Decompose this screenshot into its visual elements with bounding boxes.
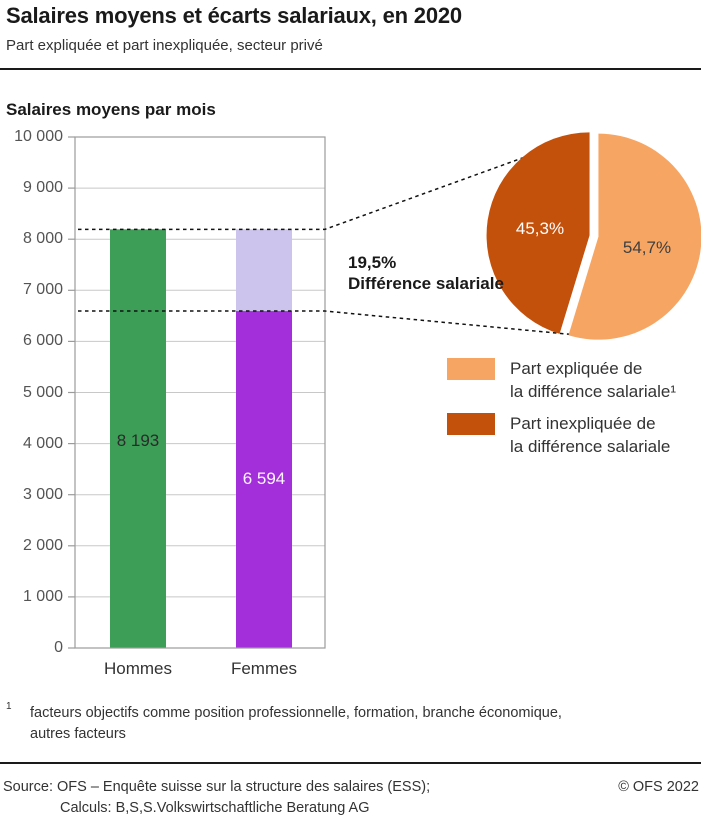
x-axis-label-hommes: Hommes (103, 659, 172, 678)
y-axis-tick-label: 0 (54, 639, 63, 656)
y-axis-tick-label: 7 000 (22, 281, 63, 299)
x-axis-label-femmes: Femmes (230, 659, 298, 678)
callout-dotted-lines (78, 134, 599, 338)
y-axis-tick-label: 5 000 (22, 383, 63, 401)
footnote-text: facteurs objectifs comme position profes… (30, 705, 562, 742)
page-title: Salaires moyens et écarts salariaux, en … (6, 3, 462, 28)
pie-chart (486, 132, 701, 340)
legend-item-inexpliquee: Part inexpliquée de la différence salari… (447, 412, 701, 458)
bars (110, 229, 292, 648)
pie-slice-inexpliquee (486, 132, 590, 334)
bar-femmes-ecart-segment (236, 229, 292, 312)
source-line1: Source: OFS – Enquête suisse sur la stru… (3, 779, 431, 795)
bar-value-hommes: 8 193 (116, 431, 160, 450)
legend-line: Part expliquée de (510, 359, 643, 378)
legend-line: la différence salariale (510, 437, 671, 456)
y-axis-tick-label: 9 000 (22, 179, 63, 197)
pie-legend: Part expliquée de la différence salarial… (447, 357, 701, 467)
axis-ticks (68, 136, 75, 649)
callout-line-lower (78, 310, 599, 338)
y-axis-tick-label: 6 000 (22, 332, 63, 350)
pie-slice-label-inexpliquee: 45,3% (515, 219, 565, 238)
wage-gap-label: Différence salariale (348, 274, 504, 293)
bar-chart-title: Salaires moyens par mois (6, 100, 216, 119)
footer-divider (0, 762, 701, 764)
bar-femmes (236, 311, 292, 648)
page-subtitle: Part expliquée et part inexpliquée, sect… (6, 37, 323, 54)
bar-value-femmes: 6 594 (242, 469, 286, 488)
y-axis-tick-label: 3 000 (22, 485, 63, 503)
y-axis-tick-label: 10 000 (14, 128, 63, 145)
y-axis-tick-label: 4 000 (22, 434, 63, 452)
legend-swatch-expliquee (447, 358, 495, 380)
y-axis-tick-label: 2 000 (22, 536, 63, 554)
wage-gap-percent: 19,5% (348, 253, 397, 272)
copyright: © OFS 2022 (618, 779, 699, 795)
pie-slice-expliquee (568, 133, 701, 340)
header-divider (0, 68, 701, 70)
bar-hommes (110, 229, 166, 648)
pie-slice-label-expliquee: 54,7% (622, 238, 672, 257)
legend-label-expliquee: Part expliquée de la différence salarial… (510, 357, 676, 403)
legend-swatch-inexpliquee (447, 413, 495, 435)
callout-line-upper (78, 134, 587, 231)
y-axis-tick-label: 8 000 (22, 230, 63, 248)
y-axis-tick-label: 1 000 (22, 587, 63, 605)
source-line2: Calculs: B,S,S.Volkswirtschaftliche Bera… (60, 800, 370, 816)
legend-label-inexpliquee: Part inexpliquée de la différence salari… (510, 412, 670, 458)
legend-line: la différence salariale¹ (510, 382, 676, 401)
legend-item-expliquee: Part expliquée de la différence salarial… (447, 357, 701, 403)
footnote-marker: 1 (6, 701, 12, 712)
legend-line: Part inexpliquée de (510, 414, 656, 433)
